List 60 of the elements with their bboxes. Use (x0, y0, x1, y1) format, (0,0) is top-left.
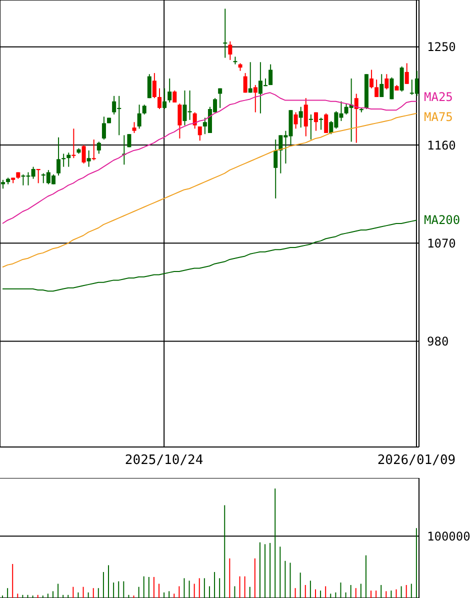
candlestick (66, 152, 71, 168)
series-label: MA25 (424, 89, 453, 106)
y-tick-label: 1250 (427, 40, 456, 54)
candlestick (274, 139, 278, 199)
x-tick-label: 2026/01/09 (377, 453, 456, 468)
series-label: MA75 (424, 109, 453, 126)
candlestick (228, 40, 232, 60)
candlestick (294, 112, 298, 130)
y-tick-label: 1160 (427, 138, 456, 152)
candlestick (157, 88, 162, 110)
candlestick (223, 8, 228, 58)
candlestick (137, 104, 142, 130)
candlestick (233, 56, 238, 65)
candlestick (152, 72, 156, 99)
line-series (2, 112, 417, 268)
candlestick (192, 112, 197, 130)
candlestick (168, 78, 172, 103)
candlestick (314, 112, 318, 132)
y-tick-label: 100000 (427, 529, 470, 544)
candlestick (102, 116, 106, 140)
candlestick (400, 66, 404, 92)
candlestick (92, 139, 96, 161)
y-tick-label: 980 (427, 334, 449, 349)
candlestick (380, 74, 384, 98)
candlestick (370, 69, 374, 89)
candlestick (304, 98, 308, 137)
line-series (2, 220, 417, 292)
candlestick (147, 74, 152, 99)
candlestick (56, 136, 61, 176)
candlestick (218, 88, 222, 108)
candlestick (298, 106, 303, 128)
candlestick (253, 84, 258, 113)
candlestick (82, 144, 86, 164)
candlestick (127, 134, 132, 148)
candlestick (308, 114, 313, 140)
candlestick (404, 62, 409, 84)
candlestick (162, 88, 167, 110)
candlestick (86, 150, 91, 168)
y-tick-label: 1070 (427, 236, 456, 250)
candlestick (132, 122, 136, 134)
candlestick (72, 128, 76, 159)
candlestick (172, 90, 177, 103)
candlestick (62, 153, 66, 168)
candlestick (142, 104, 146, 115)
candlestick (354, 93, 358, 144)
candlestick (243, 72, 248, 94)
candlestick (384, 74, 389, 90)
candlestick (248, 62, 252, 94)
line-series (2, 92, 417, 224)
candlestick (96, 141, 101, 154)
candlestick (390, 76, 394, 100)
candlestick (319, 117, 324, 130)
series-label: MA200 (424, 212, 460, 228)
x-tick-label: 2025/10/24 (124, 453, 204, 468)
candlestick (374, 79, 379, 98)
candlestick (268, 64, 273, 86)
candlestick (324, 112, 328, 134)
candlestick (178, 103, 182, 139)
candlestick (198, 126, 202, 142)
candlestick (36, 168, 40, 184)
